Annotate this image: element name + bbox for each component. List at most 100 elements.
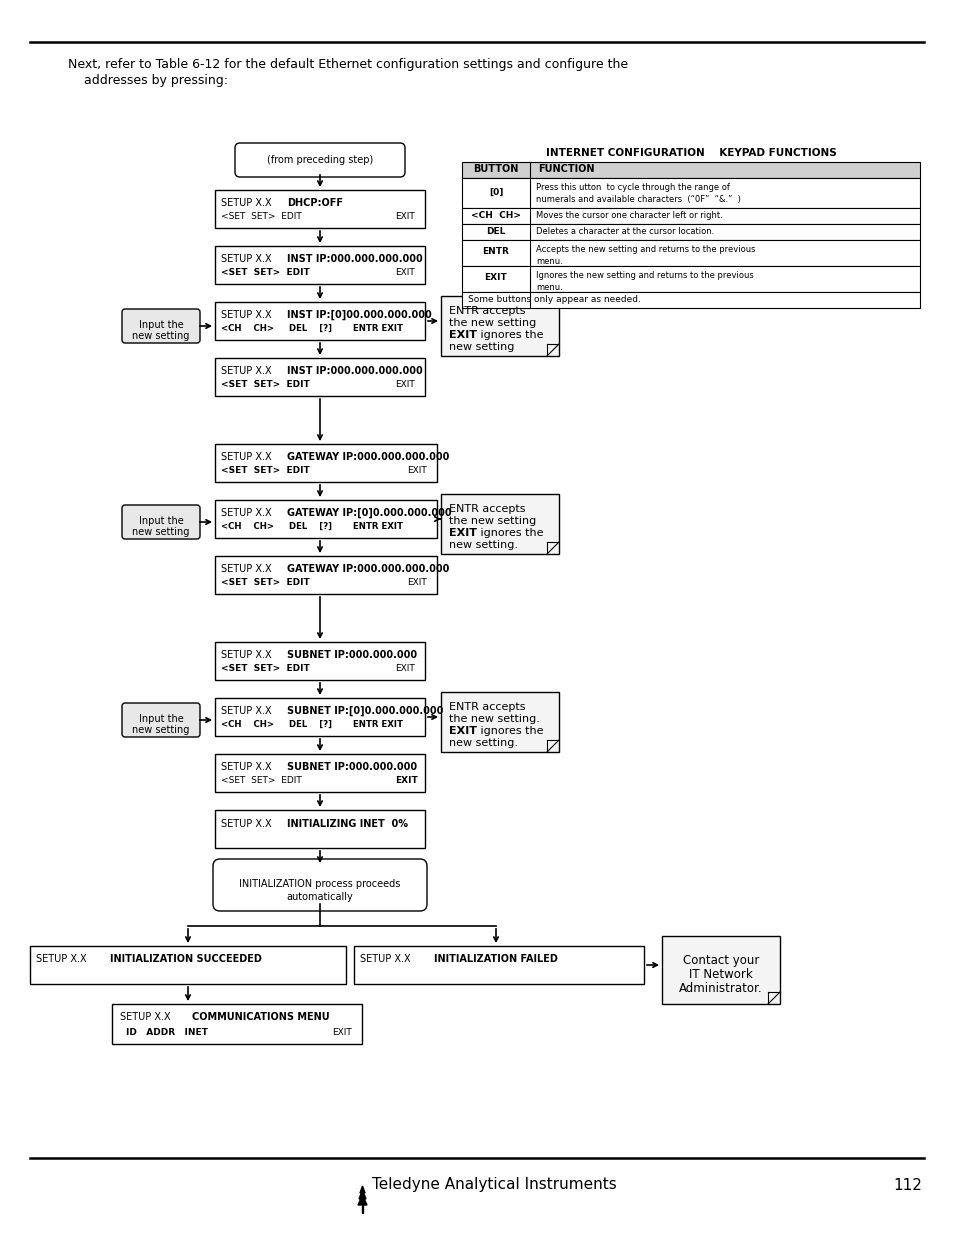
Text: INST IP:[0]00.000.000.000: INST IP:[0]00.000.000.000	[287, 310, 432, 320]
Text: new setting: new setting	[449, 342, 514, 352]
Text: SETUP X.X: SETUP X.X	[36, 953, 87, 965]
Text: EXIT: EXIT	[407, 466, 426, 475]
FancyBboxPatch shape	[214, 810, 424, 848]
Text: Input the: Input the	[138, 516, 183, 526]
Text: EXIT: EXIT	[484, 273, 507, 283]
Text: SETUP X.X: SETUP X.X	[359, 953, 410, 965]
FancyBboxPatch shape	[214, 556, 436, 594]
Text: <CH  CH>: <CH CH>	[471, 210, 520, 220]
Text: GATEWAY IP:000.000.000.000: GATEWAY IP:000.000.000.000	[287, 452, 449, 462]
Text: INTERNET CONFIGURATION    KEYPAD FUNCTIONS: INTERNET CONFIGURATION KEYPAD FUNCTIONS	[545, 148, 836, 158]
FancyBboxPatch shape	[214, 698, 424, 736]
Text: EXIT: EXIT	[407, 578, 426, 587]
Text: new setting: new setting	[132, 527, 190, 537]
Text: Administrator.: Administrator.	[679, 982, 762, 995]
Text: the new setting: the new setting	[449, 317, 536, 329]
FancyBboxPatch shape	[461, 207, 919, 224]
Text: SUBNET IP:000.000.000: SUBNET IP:000.000.000	[287, 762, 416, 772]
Text: menu.: menu.	[536, 283, 562, 291]
Text: EXIT: EXIT	[395, 380, 415, 389]
Text: <SET  SET>  EDIT: <SET SET> EDIT	[221, 268, 310, 277]
Text: new setting: new setting	[132, 331, 190, 341]
Text: <SET  SET>  EDIT: <SET SET> EDIT	[221, 578, 310, 587]
FancyBboxPatch shape	[440, 692, 558, 752]
Text: INITIALIZING INET  0%: INITIALIZING INET 0%	[287, 819, 408, 829]
Text: EXIT: EXIT	[332, 1028, 352, 1037]
Text: new setting.: new setting.	[449, 540, 517, 550]
Text: Input the: Input the	[138, 714, 183, 724]
FancyBboxPatch shape	[213, 860, 427, 911]
Text: Accepts the new setting and returns to the previous: Accepts the new setting and returns to t…	[536, 245, 755, 254]
Text: SETUP X.X: SETUP X.X	[221, 508, 272, 517]
Text: SETUP X.X: SETUP X.X	[120, 1011, 171, 1023]
Text: ENTR accepts: ENTR accepts	[449, 701, 525, 713]
FancyBboxPatch shape	[234, 143, 405, 177]
Text: new setting.: new setting.	[449, 739, 517, 748]
Text: SUBNET IP:[0]0.000.000.000: SUBNET IP:[0]0.000.000.000	[287, 706, 443, 716]
Text: EXIT: EXIT	[449, 726, 476, 736]
Text: Some buttons only appear as needed.: Some buttons only appear as needed.	[468, 294, 640, 304]
Text: SETUP X.X: SETUP X.X	[221, 564, 272, 574]
Text: FUNCTION: FUNCTION	[537, 164, 594, 174]
Text: GATEWAY IP:000.000.000.000: GATEWAY IP:000.000.000.000	[287, 564, 449, 574]
Text: ignores the: ignores the	[476, 330, 543, 340]
Text: SETUP X.X: SETUP X.X	[221, 254, 272, 264]
FancyBboxPatch shape	[461, 266, 919, 291]
Text: Moves the cursor one character left or right.: Moves the cursor one character left or r…	[536, 210, 722, 220]
Text: the new setting: the new setting	[449, 516, 536, 526]
Text: SETUP X.X: SETUP X.X	[221, 452, 272, 462]
Text: EXIT: EXIT	[395, 776, 417, 785]
Text: EXIT: EXIT	[395, 664, 415, 673]
Text: addresses by pressing:: addresses by pressing:	[68, 74, 228, 86]
Text: DHCP:OFF: DHCP:OFF	[287, 198, 343, 207]
FancyBboxPatch shape	[214, 246, 424, 284]
FancyBboxPatch shape	[354, 946, 643, 984]
Text: <SET  SET>  EDIT: <SET SET> EDIT	[221, 380, 310, 389]
FancyBboxPatch shape	[214, 500, 436, 538]
Text: Press this utton  to cycle through the range of: Press this utton to cycle through the ra…	[536, 183, 729, 191]
Text: the new setting.: the new setting.	[449, 714, 539, 724]
Text: Deletes a character at the cursor location.: Deletes a character at the cursor locati…	[536, 226, 714, 236]
Text: SETUP X.X: SETUP X.X	[221, 198, 272, 207]
Text: <SET  SET>  EDIT: <SET SET> EDIT	[221, 212, 301, 221]
Text: automatically: automatically	[286, 892, 353, 902]
Polygon shape	[359, 1186, 365, 1193]
FancyBboxPatch shape	[461, 162, 919, 178]
Text: SETUP X.X: SETUP X.X	[221, 819, 272, 829]
FancyBboxPatch shape	[112, 1004, 361, 1044]
FancyBboxPatch shape	[122, 703, 200, 737]
Text: numerals and available characters  (“0F”  “&.”  ): numerals and available characters (“0F” …	[536, 195, 740, 204]
Text: Contact your: Contact your	[682, 953, 759, 967]
Text: COMMUNICATIONS MENU: COMMUNICATIONS MENU	[192, 1011, 330, 1023]
Polygon shape	[361, 1205, 363, 1213]
Text: SETUP X.X: SETUP X.X	[221, 366, 272, 375]
Text: menu.: menu.	[536, 257, 562, 266]
FancyBboxPatch shape	[214, 445, 436, 482]
Text: INST IP:000.000.000.000: INST IP:000.000.000.000	[287, 366, 422, 375]
Text: INST IP:000.000.000.000: INST IP:000.000.000.000	[287, 254, 422, 264]
Text: INITIALIZATION process proceeds: INITIALIZATION process proceeds	[239, 879, 400, 889]
Text: SETUP X.X: SETUP X.X	[221, 706, 272, 716]
Text: ignores the: ignores the	[476, 726, 543, 736]
Text: Input the: Input the	[138, 320, 183, 330]
Text: [0]: [0]	[488, 188, 502, 196]
Text: SETUP X.X: SETUP X.X	[221, 310, 272, 320]
FancyBboxPatch shape	[122, 505, 200, 538]
Text: SETUP X.X: SETUP X.X	[221, 762, 272, 772]
Text: EXIT: EXIT	[449, 529, 476, 538]
FancyBboxPatch shape	[30, 946, 346, 984]
Text: EXIT: EXIT	[449, 330, 476, 340]
FancyBboxPatch shape	[214, 755, 424, 792]
Text: SETUP X.X: SETUP X.X	[221, 650, 272, 659]
Text: <SET  SET>  EDIT: <SET SET> EDIT	[221, 776, 301, 785]
Text: BUTTON: BUTTON	[473, 164, 518, 174]
Text: EXIT: EXIT	[395, 268, 415, 277]
Text: SUBNET IP:000.000.000: SUBNET IP:000.000.000	[287, 650, 416, 659]
Text: IT Network: IT Network	[688, 968, 752, 981]
Text: 112: 112	[893, 1177, 922, 1193]
Text: <CH    CH>     DEL    [?]       ENTR EXIT: <CH CH> DEL [?] ENTR EXIT	[221, 522, 402, 531]
FancyBboxPatch shape	[440, 296, 558, 356]
FancyBboxPatch shape	[461, 291, 919, 308]
Text: INITIALIZATION FAILED: INITIALIZATION FAILED	[434, 953, 558, 965]
FancyBboxPatch shape	[661, 936, 780, 1004]
